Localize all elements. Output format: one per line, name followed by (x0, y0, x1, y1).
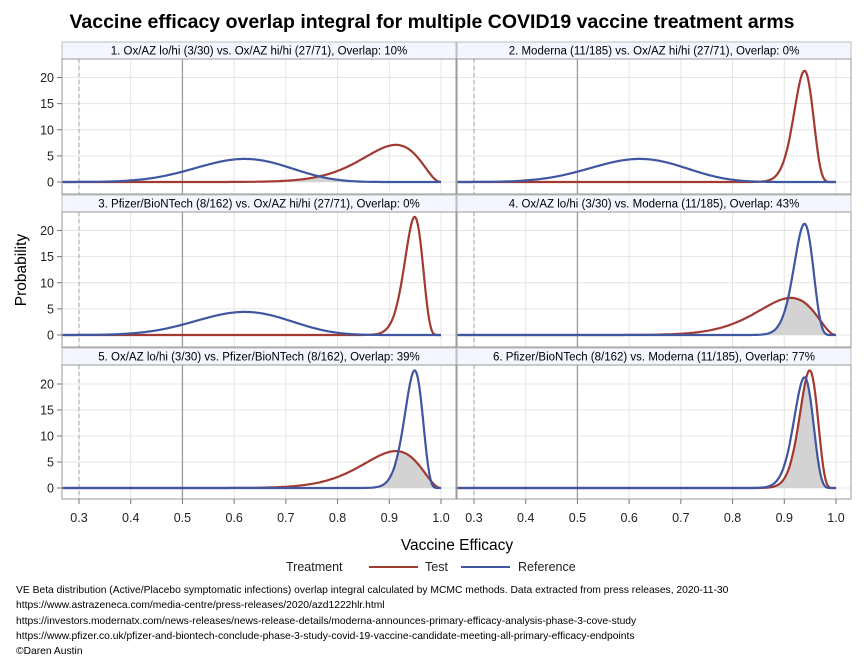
legend-test-label: Test (425, 560, 448, 574)
panel-frame (456, 58, 852, 195)
y-tick-label: 5 (47, 149, 54, 163)
reference-curve (63, 310, 441, 337)
y-tick-label: 0 (47, 176, 54, 190)
plot-area (62, 59, 456, 194)
panel-frame (61, 211, 457, 348)
legend: Treatment Test Reference (286, 560, 576, 574)
x-axis-label: Vaccine Efficacy (401, 537, 514, 554)
reference-curve (458, 157, 836, 184)
y-tick-label: 10 (40, 276, 54, 290)
reference-curve (63, 157, 441, 184)
panel-2: 2. Moderna (11/185) vs. Ox/AZ hi/hi (27/… (456, 41, 852, 195)
footer-copyright: ©Daren Austin (16, 646, 83, 658)
x-tick-label: 0.6 (620, 511, 637, 525)
panel-title: 2. Moderna (11/185) vs. Ox/AZ hi/hi (27/… (509, 46, 800, 58)
x-tick-label: 0.3 (465, 511, 482, 525)
test-curve (63, 143, 442, 184)
x-tick-label: 1.0 (432, 511, 449, 525)
panel-title: 5. Ox/AZ lo/hi (3/30) vs. Pfizer/BioNTec… (98, 352, 420, 364)
reference-curve (458, 222, 836, 337)
legend-reference-label: Reference (518, 560, 576, 574)
x-tick-label: 0.9 (381, 511, 398, 525)
footer-note: VE Beta distribution (Active/Placebo sym… (16, 585, 729, 596)
y-tick-label: 0 (47, 329, 54, 343)
reference-curve (63, 369, 441, 490)
x-tick-label: 0.3 (70, 511, 87, 525)
x-tick-label: 0.8 (329, 511, 346, 525)
x-tick-label: 0.5 (174, 511, 191, 525)
x-tick-label: 1.0 (827, 511, 844, 525)
x-tick-label: 0.6 (225, 511, 242, 525)
footer: VE Beta distribution (Active/Placebo sym… (16, 583, 728, 659)
overlap-area (458, 297, 836, 335)
y-tick-label: 10 (40, 123, 54, 137)
panel-frame (456, 364, 852, 500)
y-axis-label: Probability (13, 234, 30, 307)
panel-title: 1. Ox/AZ lo/hi (3/30) vs. Ox/AZ hi/hi (2… (111, 46, 408, 58)
panel-1: 1. Ox/AZ lo/hi (3/30) vs. Ox/AZ hi/hi (2… (40, 41, 457, 195)
panel-frame (61, 364, 457, 500)
footer-link-astrazeneca[interactable]: https://www.astrazeneca.com/media-centre… (16, 600, 385, 612)
y-tick-label: 5 (47, 456, 54, 470)
x-tick-label: 0.9 (776, 511, 793, 525)
x-tick-label: 0.4 (122, 511, 139, 525)
reference-curve (458, 376, 836, 490)
y-tick-label: 20 (40, 224, 54, 238)
chart: Vaccine efficacy overlap integral for mu… (13, 11, 852, 574)
panel-5: 5. Ox/AZ lo/hi (3/30) vs. Pfizer/BioNTec… (40, 347, 457, 525)
y-tick-label: 5 (47, 302, 54, 316)
y-tick-label: 10 (40, 430, 54, 444)
x-tick-label: 0.5 (569, 511, 586, 525)
panel-4: 4. Ox/AZ lo/hi (3/30) vs. Moderna (11/18… (456, 194, 852, 348)
y-tick-label: 20 (40, 71, 54, 85)
panel-grid: 1. Ox/AZ lo/hi (3/30) vs. Ox/AZ hi/hi (2… (40, 41, 852, 525)
y-tick-label: 0 (47, 482, 54, 496)
panel-3: 3. Pfizer/BioNTech (8/162) vs. Ox/AZ hi/… (40, 194, 457, 348)
y-tick-label: 15 (40, 97, 54, 111)
y-tick-label: 20 (40, 378, 54, 392)
panel-frame (456, 211, 852, 348)
x-tick-label: 0.4 (517, 511, 534, 525)
y-tick-label: 15 (40, 404, 54, 418)
overlap-area (458, 379, 836, 488)
panel-6: 6. Pfizer/BioNTech (8/162) vs. Moderna (… (456, 347, 852, 525)
chart-title: Vaccine efficacy overlap integral for mu… (69, 11, 794, 33)
panel-title: 4. Ox/AZ lo/hi (3/30) vs. Moderna (11/18… (509, 199, 800, 211)
x-tick-label: 0.7 (277, 511, 294, 525)
panel-frame (61, 58, 457, 195)
x-tick-label: 0.8 (724, 511, 741, 525)
x-tick-label: 0.7 (672, 511, 689, 525)
legend-title: Treatment (286, 560, 343, 574)
y-tick-label: 15 (40, 250, 54, 264)
test-curve (458, 69, 836, 184)
panel-title: 3. Pfizer/BioNTech (8/162) vs. Ox/AZ hi/… (98, 199, 420, 211)
overlap-area (63, 451, 441, 488)
plot-area (457, 59, 851, 194)
panel-title: 6. Pfizer/BioNTech (8/162) vs. Moderna (… (493, 352, 815, 364)
plot-area (62, 212, 456, 347)
footer-link-pfizer[interactable]: https://www.pfizer.co.uk/pfizer-and-bion… (16, 630, 635, 642)
footer-link-moderna[interactable]: https://investors.modernatx.com/news-rel… (16, 615, 637, 627)
